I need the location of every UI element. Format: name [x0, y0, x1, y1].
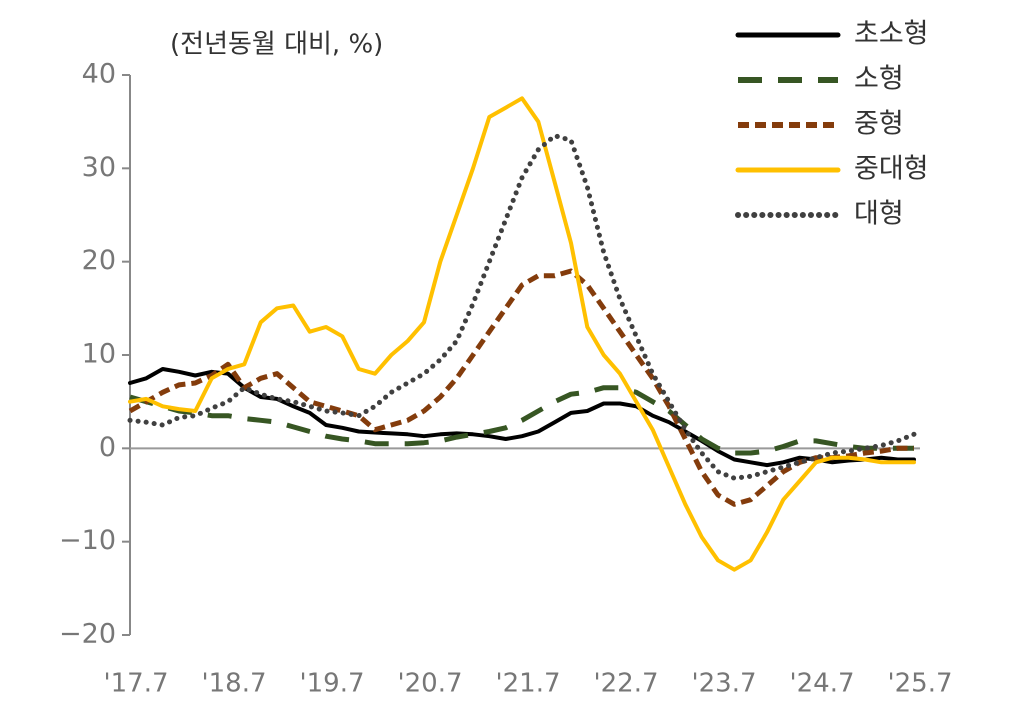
y-tick-label: 10	[82, 339, 116, 370]
x-tick-label: '17.7	[103, 669, 168, 699]
x-tick-label: '18.7	[201, 669, 266, 699]
y-axis-label: (전년동월 대비, %)	[170, 30, 383, 60]
x-tick-label: '24.7	[789, 669, 854, 699]
y-tick-label: 0	[99, 432, 116, 463]
y-tick-label: 40	[82, 59, 116, 90]
x-tick-label: '20.7	[397, 669, 462, 699]
data-line	[128, 367, 916, 468]
x-tick-label: '23.7	[691, 669, 756, 699]
data-line	[129, 385, 914, 456]
data-line	[128, 268, 914, 507]
y-tick-label: 20	[82, 245, 116, 276]
legend-label: 중대형	[854, 154, 929, 185]
y-tick-label: −20	[59, 619, 116, 650]
legend-label: 중형	[854, 109, 904, 140]
y-tick-label: −10	[59, 525, 116, 556]
x-tick-label: '21.7	[495, 669, 560, 699]
data-line	[127, 133, 917, 481]
legend-label: 대형	[854, 199, 904, 230]
x-tick-label: '19.7	[299, 669, 364, 699]
y-tick-label: 30	[82, 152, 116, 183]
legend-label: 초소형	[854, 19, 929, 50]
data-line	[128, 96, 916, 572]
x-tick-label: '25.7	[887, 669, 952, 699]
x-tick-label: '22.7	[593, 669, 658, 699]
legend-label: 소형	[854, 64, 904, 95]
